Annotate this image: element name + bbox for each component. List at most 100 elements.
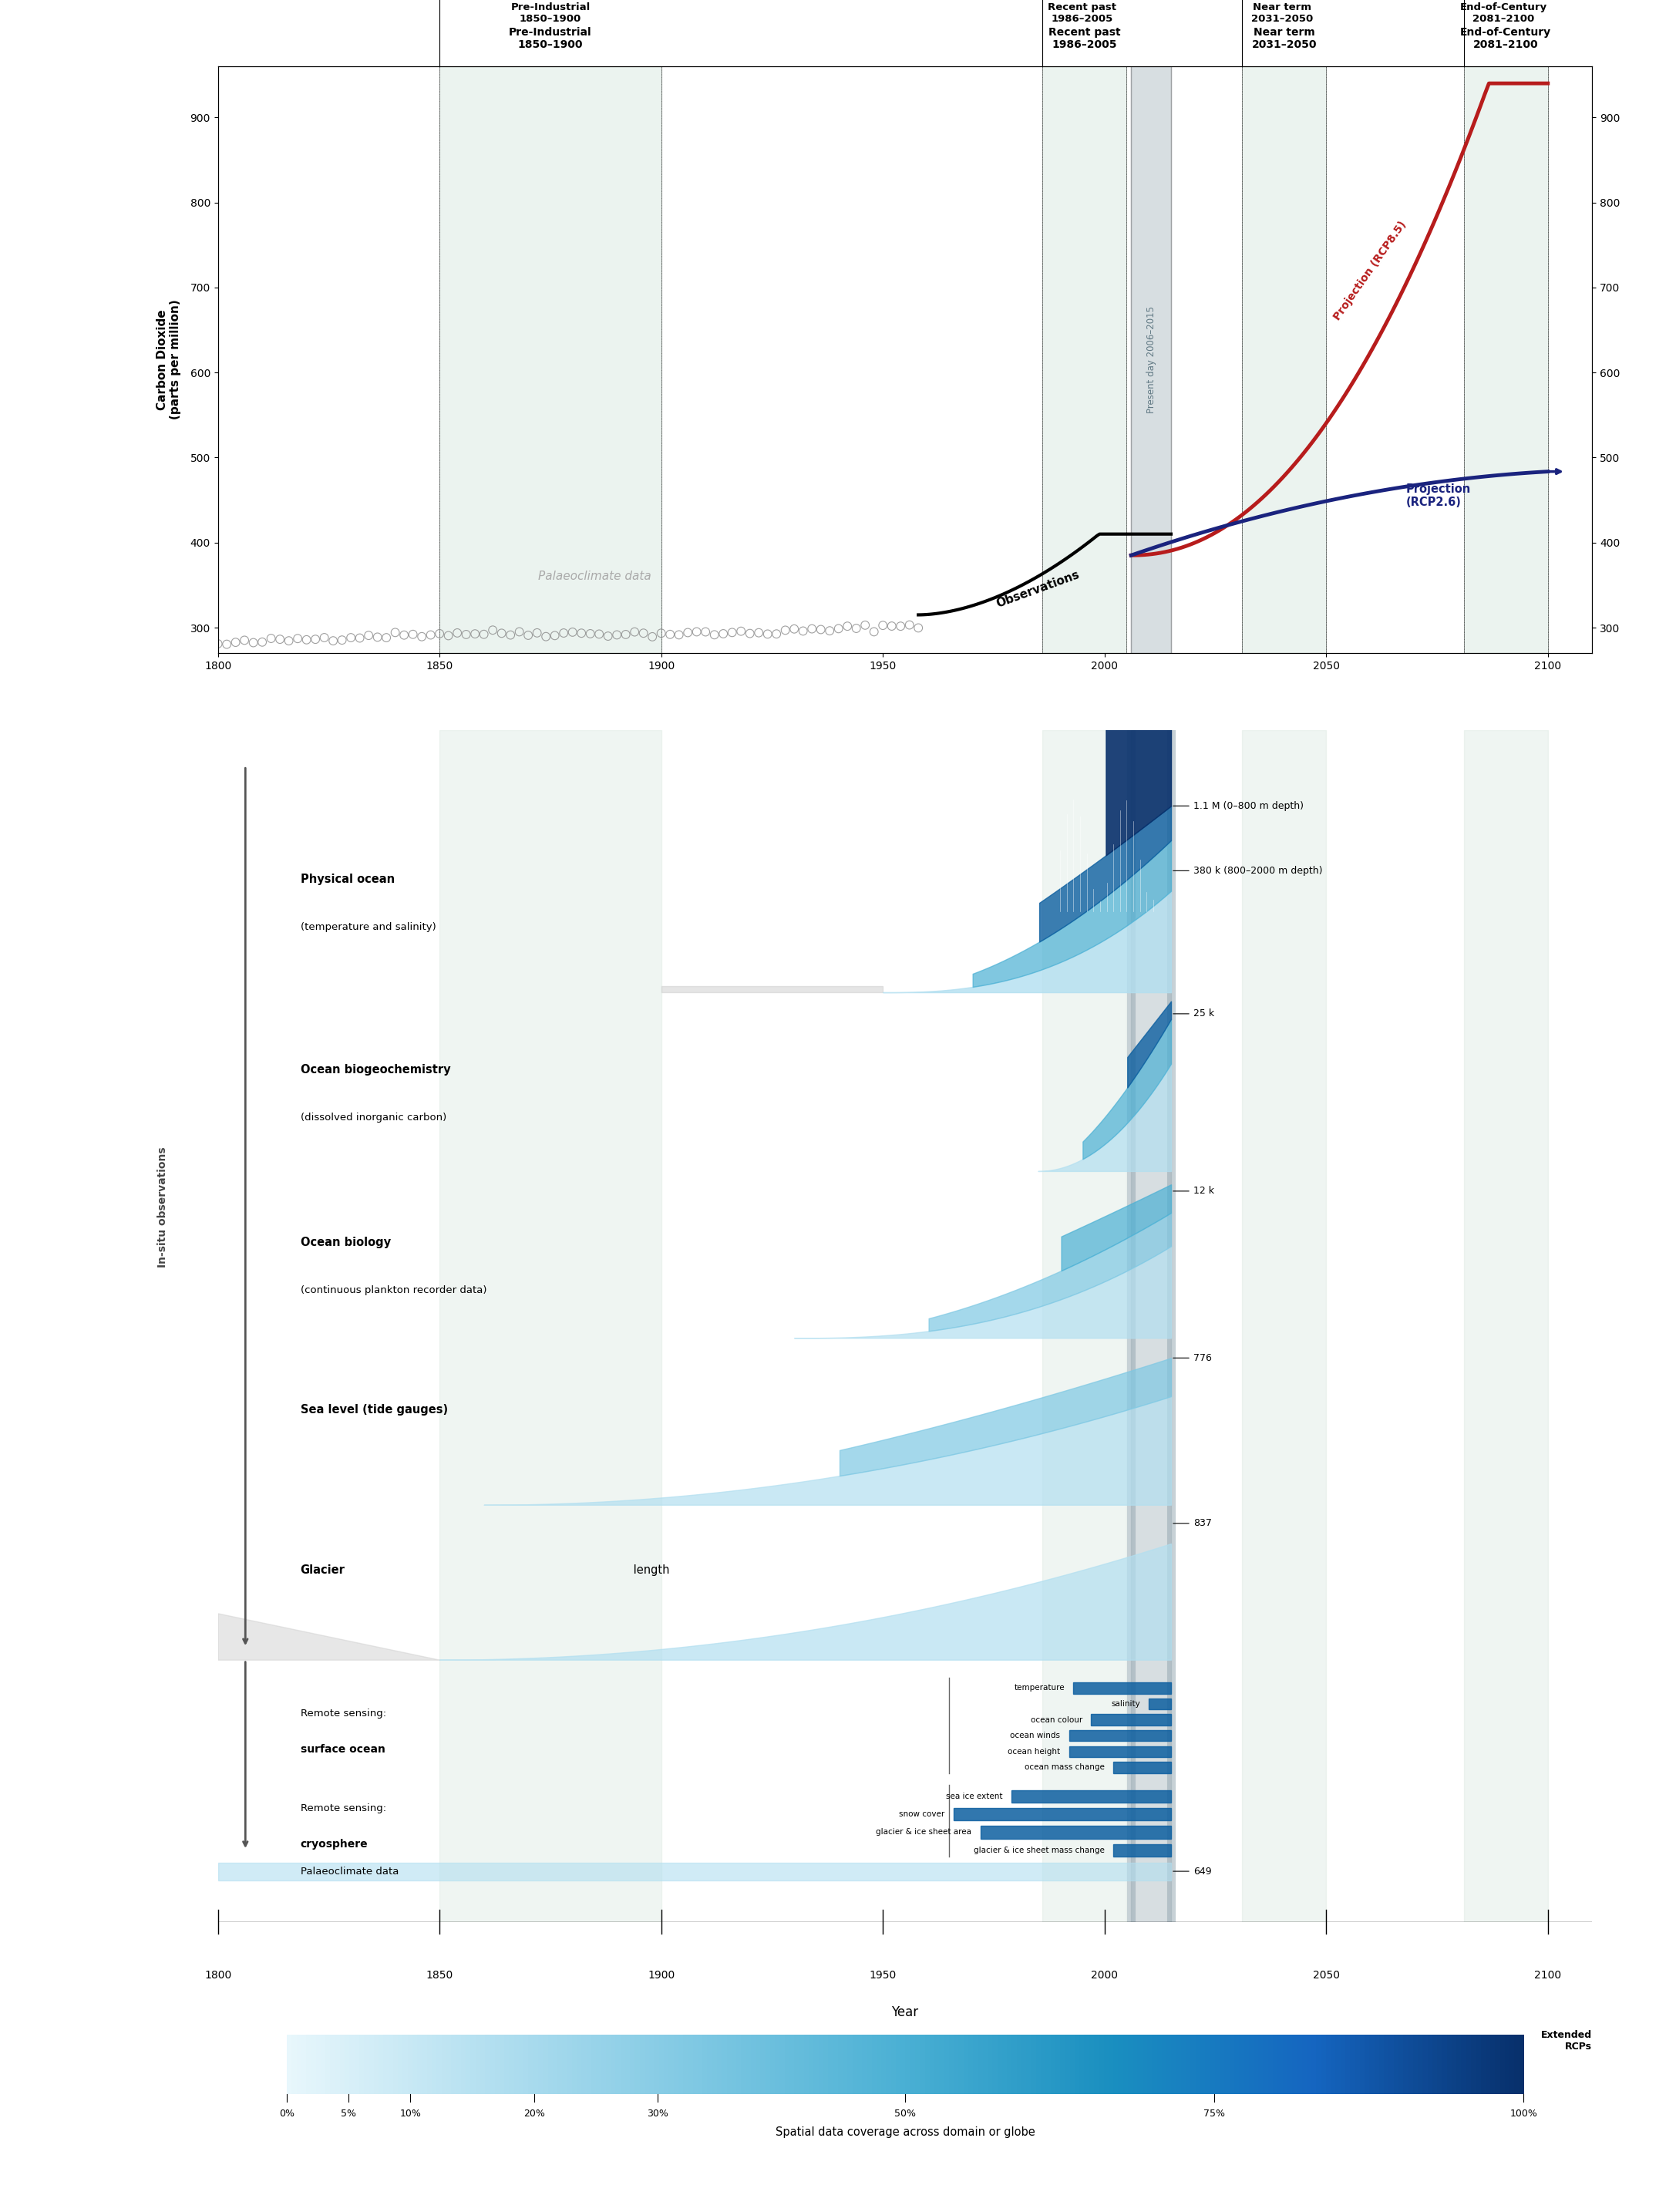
Point — [258, 622, 285, 657]
Text: Projection (RCP8.5): Projection (RCP8.5) — [1332, 219, 1410, 323]
Point — [612, 617, 639, 653]
Text: Physical ocean: Physical ocean — [300, 874, 394, 885]
Text: 1950: 1950 — [870, 1969, 897, 1980]
Point — [825, 611, 851, 646]
Y-axis label: Carbon Dioxide
(parts per million): Carbon Dioxide (parts per million) — [156, 299, 181, 420]
Text: RCPs (508): RCPs (508) — [1309, 2035, 1369, 2046]
Bar — [1131, 2017, 1549, 2066]
Text: Extended
RCPs: Extended RCPs — [1542, 2031, 1592, 2053]
Point — [382, 615, 409, 650]
Text: 2100: 2100 — [1534, 1969, 1562, 1980]
Point — [727, 613, 754, 648]
Point — [453, 617, 479, 653]
Bar — [1131, 66, 1172, 653]
Point — [887, 608, 913, 644]
Text: 100%: 100% — [1510, 2108, 1537, 2119]
Text: 1850: 1850 — [426, 1969, 453, 1980]
Text: Palaeoclimate data: Palaeoclimate data — [538, 571, 652, 582]
Point — [746, 615, 773, 650]
Point — [711, 615, 737, 650]
Point — [515, 617, 541, 653]
Point — [843, 611, 870, 646]
Text: Near term
2031–2050: Near term 2031–2050 — [1252, 27, 1317, 51]
Point — [905, 611, 932, 646]
Text: Ocean biology: Ocean biology — [300, 1237, 391, 1248]
Bar — [980, 1825, 1172, 1838]
Bar — [1069, 1730, 1172, 1741]
Text: ocean winds: ocean winds — [1011, 1732, 1061, 1739]
Text: length: length — [630, 1564, 670, 1577]
Text: glacier & ice sheet area: glacier & ice sheet area — [877, 1829, 972, 1836]
Text: 1.1 M (0–800 m depth): 1.1 M (0–800 m depth) — [1173, 801, 1304, 812]
Point — [851, 608, 878, 644]
Text: 30%: 30% — [647, 2108, 669, 2119]
Text: Year: Year — [892, 2006, 918, 2020]
Text: Recent past
1986–2005: Recent past 1986–2005 — [1049, 27, 1121, 51]
Point — [293, 622, 320, 657]
Text: Historical: Historical — [855, 2035, 912, 2046]
Point — [213, 626, 240, 661]
Point — [310, 619, 337, 655]
Point — [275, 624, 302, 659]
Point — [657, 617, 684, 653]
Point — [560, 615, 587, 650]
Text: surface ocean: surface ocean — [300, 1743, 385, 1754]
Point — [488, 615, 515, 650]
Point — [568, 615, 595, 650]
Text: Observations: Observations — [996, 568, 1081, 611]
Point — [754, 617, 781, 653]
Point — [719, 615, 746, 650]
Text: 2000: 2000 — [1091, 1969, 1118, 1980]
Text: Palaeoclimate data: Palaeoclimate data — [300, 1867, 399, 1876]
Point — [498, 617, 525, 653]
Bar — [1463, 730, 1549, 1922]
Text: Projection
(RCP2.6): Projection (RCP2.6) — [1406, 482, 1472, 509]
Text: 2050: 2050 — [1312, 1969, 1339, 1980]
Point — [835, 608, 861, 644]
Point — [248, 624, 275, 659]
Point — [701, 617, 727, 653]
Text: Palaeo: Palaeo — [310, 2099, 347, 2108]
Text: 0%: 0% — [278, 2108, 295, 2119]
Point — [320, 624, 347, 659]
Point — [595, 619, 622, 655]
Text: Pre-Industrial
1850–1900: Pre-Industrial 1850–1900 — [510, 27, 592, 51]
Point — [674, 615, 701, 650]
Point — [798, 611, 825, 646]
Point — [302, 622, 328, 657]
Point — [630, 615, 657, 650]
Text: Ocean biogeochemistry: Ocean biogeochemistry — [300, 1064, 451, 1075]
Text: End-of-Century
2081–2100: End-of-Century 2081–2100 — [1460, 2, 1547, 24]
Point — [417, 617, 444, 653]
Point — [622, 615, 649, 650]
Text: 20%: 20% — [523, 2108, 545, 2119]
Text: 649: 649 — [1173, 1867, 1212, 1876]
Text: 50%: 50% — [895, 2108, 915, 2119]
Text: (continuous plankton recorder data): (continuous plankton recorder data) — [300, 1285, 486, 1296]
Point — [541, 617, 568, 653]
Bar — [439, 730, 662, 1922]
Point — [436, 617, 463, 653]
Point — [860, 615, 887, 650]
Point — [204, 626, 231, 661]
Text: ocean colour: ocean colour — [1031, 1717, 1083, 1723]
Text: 776: 776 — [1173, 1354, 1212, 1363]
Bar — [1042, 66, 1126, 653]
Point — [736, 615, 763, 650]
Text: 10%: 10% — [399, 2108, 421, 2119]
Point — [684, 615, 711, 650]
Text: salinity: salinity — [1111, 1701, 1140, 1708]
Bar — [439, 2017, 1172, 2066]
Point — [763, 617, 789, 653]
Point — [781, 611, 808, 646]
Point — [870, 608, 897, 644]
Text: (temperature and salinity): (temperature and salinity) — [300, 922, 436, 931]
Point — [550, 615, 577, 650]
Point — [816, 613, 843, 648]
Point — [878, 608, 905, 644]
Point — [337, 619, 364, 655]
Text: Near term
2031–2050: Near term 2031–2050 — [1250, 2, 1312, 24]
Point — [649, 615, 675, 650]
Point — [364, 619, 391, 655]
Text: 12 k: 12 k — [1173, 1186, 1213, 1197]
